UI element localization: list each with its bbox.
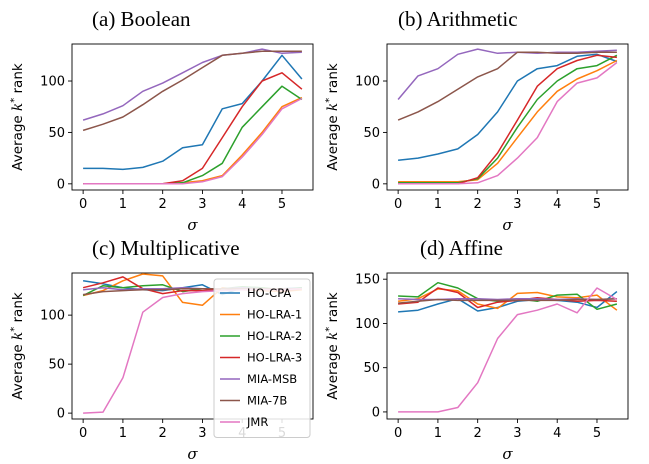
y-tick-label: 100 xyxy=(40,309,65,324)
x-tick-label: 4 xyxy=(238,197,246,212)
y-axis-label: Average k* rank xyxy=(9,292,27,400)
y-tick-label: 150 xyxy=(355,273,380,288)
x-tick-label: 3 xyxy=(513,426,521,441)
series-line-ho-lra-2 xyxy=(398,281,618,311)
series-line-jmr xyxy=(398,287,618,413)
legend-entry-label: HO-LRA-2 xyxy=(247,329,302,343)
x-tick-label: 2 xyxy=(474,197,482,212)
x-tick-label: 0 xyxy=(79,426,87,441)
x-tick-label: 1 xyxy=(119,197,127,212)
subplot-title: (c) Multiplicative xyxy=(92,236,240,260)
legend-entry-label: HO-CPA xyxy=(247,286,291,300)
x-tick-label: 5 xyxy=(593,426,601,441)
series-line-ho-lra-3 xyxy=(83,72,303,185)
y-tick-label: 100 xyxy=(40,75,65,90)
series-line-mia-7b xyxy=(398,297,617,304)
series-line-ho-cpa xyxy=(83,54,303,171)
y-tick-label: 100 xyxy=(355,317,380,332)
series-line-ho-cpa xyxy=(398,291,618,313)
y-tick-label: 0 xyxy=(57,177,65,192)
subplot-title: (d) Affine xyxy=(420,236,503,260)
series-line-mia-7b xyxy=(397,51,617,121)
legend: HO-CPA HO-LRA-1 HO-LRA-2 HO-LRA-3 MIA-MSB MIA… xyxy=(213,278,311,438)
x-tick-label: 1 xyxy=(119,426,127,441)
x-tick-label: 0 xyxy=(79,197,87,212)
series-line-ho-lra-1 xyxy=(83,96,303,185)
y-tick-label: 50 xyxy=(363,361,380,376)
y-tick-label: 100 xyxy=(355,75,380,90)
x-axis-label: σ xyxy=(502,445,513,463)
y-tick-label: 50 xyxy=(48,358,65,373)
x-tick-label: 0 xyxy=(394,197,402,212)
x-tick-label: 5 xyxy=(593,197,601,212)
x-axis-label: σ xyxy=(187,216,198,234)
x-tick-label: 1 xyxy=(434,426,442,441)
series-line-ho-cpa xyxy=(398,53,618,161)
legend-entry-label: JMR xyxy=(246,415,268,429)
legend-entry-label: MIA-7B xyxy=(247,394,287,408)
y-tick-label: 0 xyxy=(57,407,65,422)
series-line-ho-lra-2 xyxy=(398,54,618,184)
x-tick-label: 3 xyxy=(198,197,206,212)
axes-frame xyxy=(386,43,629,191)
x-tick-label: 2 xyxy=(159,197,167,212)
axes-frame xyxy=(71,272,314,420)
y-axis-label: Average k* rank xyxy=(324,292,342,400)
series-line-ho-lra-1 xyxy=(398,59,618,183)
x-tick-label: 0 xyxy=(394,426,402,441)
y-axis-label: Average k* rank xyxy=(9,63,27,171)
axes-frame xyxy=(71,43,314,191)
subplot-title: (a) Boolean xyxy=(92,7,191,31)
x-tick-label: 5 xyxy=(278,197,286,212)
y-axis-label: Average k* rank xyxy=(324,63,342,171)
y-tick-label: 50 xyxy=(48,126,65,141)
legend-entry-label: MIA-MSB xyxy=(247,372,297,386)
x-tick-label: 3 xyxy=(198,426,206,441)
y-tick-label: 50 xyxy=(363,126,380,141)
x-tick-label: 1 xyxy=(434,197,442,212)
series-line-ho-lra-3 xyxy=(398,287,617,309)
x-tick-label: 2 xyxy=(474,426,482,441)
x-tick-label: 2 xyxy=(159,426,167,441)
series-line-jmr xyxy=(83,97,303,185)
legend-entry-label: HO-LRA-3 xyxy=(247,351,302,365)
x-tick-label: 4 xyxy=(553,197,561,212)
x-tick-label: 4 xyxy=(553,426,561,441)
x-axis-label: σ xyxy=(502,216,513,234)
axes-frame xyxy=(386,272,629,420)
x-axis-label: σ xyxy=(187,445,198,463)
x-tick-label: 3 xyxy=(513,197,521,212)
legend-entry-label: HO-LRA-1 xyxy=(247,308,302,322)
legend-box xyxy=(213,278,311,438)
series-line-mia-msb xyxy=(397,48,617,100)
series-line-ho-lra-3 xyxy=(398,54,617,185)
series-line-mia-7b xyxy=(82,50,302,132)
y-tick-label: 0 xyxy=(372,177,380,192)
series-line-jmr xyxy=(398,61,618,185)
subplot-title: (b) Arithmetic xyxy=(398,7,518,31)
y-tick-label: 0 xyxy=(372,405,380,420)
series-line-mia-msb xyxy=(82,48,302,121)
